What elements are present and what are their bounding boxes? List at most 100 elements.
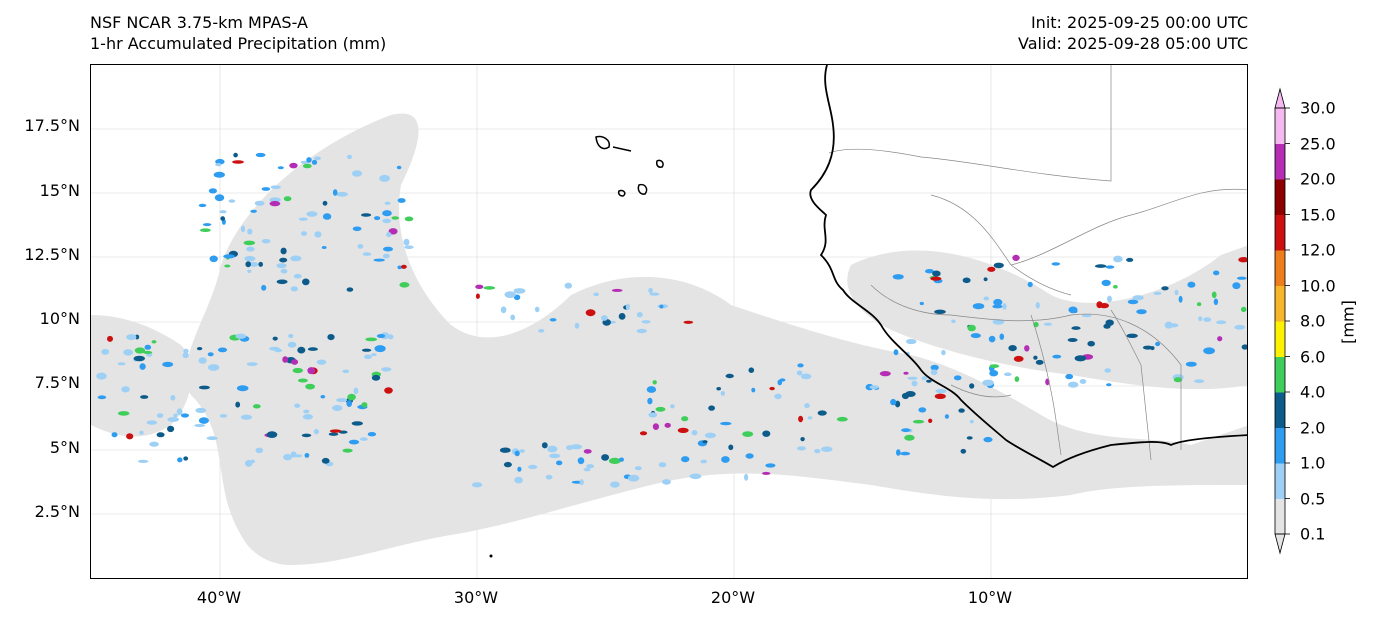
precip-cell	[301, 231, 307, 236]
precip-cell	[893, 349, 899, 356]
precip-cell	[352, 226, 362, 232]
precip-cell	[547, 445, 558, 453]
precip-cell	[814, 449, 821, 454]
precip-cell	[382, 218, 392, 224]
precip-cell	[359, 437, 368, 441]
precip-cell	[796, 446, 806, 451]
precip-cell	[804, 403, 810, 409]
precip-cell	[1074, 355, 1087, 362]
precip-cell	[144, 344, 152, 350]
precip-cell	[625, 303, 631, 310]
precip-cell	[156, 413, 164, 418]
precip-cell	[765, 463, 776, 468]
precip-cell	[162, 361, 174, 368]
precip-cell	[953, 375, 962, 381]
precip-cell	[1087, 340, 1095, 347]
colorbar-swatch	[1275, 214, 1285, 251]
lat-label: 5°N	[49, 438, 80, 457]
precip-cell	[346, 400, 352, 407]
precip-cell	[1155, 341, 1161, 347]
precip-cell	[266, 431, 278, 438]
precip-cell	[353, 387, 359, 395]
precip-cell	[579, 479, 584, 486]
precip-cell	[183, 348, 189, 354]
precip-cell	[292, 454, 303, 458]
precip-cell	[744, 473, 749, 481]
precip-cell	[720, 421, 732, 426]
precip-cell	[233, 152, 238, 158]
precip-cell	[135, 334, 140, 340]
lat-label: 10°N	[39, 309, 80, 328]
precip-cell	[351, 421, 363, 426]
precip-cell	[269, 200, 281, 207]
colorbar-swatch	[1275, 427, 1285, 464]
precip-cell	[921, 376, 928, 381]
precip-cell	[1203, 317, 1212, 322]
precip-cell	[514, 476, 523, 484]
lat-label: 17.5°N	[24, 116, 80, 135]
precip-cell	[194, 423, 206, 428]
precip-cell	[298, 217, 308, 221]
colorbar-swatch	[1275, 285, 1285, 322]
precip-cell	[316, 359, 327, 365]
precip-cell	[217, 347, 228, 353]
precip-cell	[347, 154, 352, 160]
precip-cell	[797, 363, 804, 368]
precip-cell	[1174, 289, 1179, 296]
precip-cell	[404, 216, 414, 222]
precip-cell	[517, 466, 522, 472]
precip-cell	[619, 457, 624, 462]
precip-cell	[1213, 270, 1220, 276]
precip-cell	[1240, 306, 1247, 313]
precip-cell	[313, 428, 319, 435]
precip-cell	[195, 407, 207, 413]
precip-cell	[379, 174, 390, 182]
precip-cell	[287, 341, 297, 348]
precip-cell	[399, 282, 410, 288]
precip-cell	[879, 371, 891, 377]
precip-cell	[397, 265, 403, 270]
precip-cell	[96, 372, 107, 380]
precip-cell	[302, 278, 310, 286]
precip-cell	[519, 449, 525, 453]
colorbar-level-label: 4.0	[1300, 382, 1326, 402]
precip-cell	[691, 430, 698, 436]
precip-cell	[655, 406, 666, 412]
precip-cell	[306, 211, 318, 217]
precip-cell	[966, 436, 973, 440]
precip-cell	[652, 423, 660, 430]
precip-cell	[403, 238, 410, 246]
precip-cell	[574, 322, 580, 329]
precip-cell	[919, 301, 924, 306]
lon-label: 20°W	[710, 588, 756, 607]
precip-cell	[1043, 322, 1052, 326]
precip-cell	[198, 203, 207, 208]
precip-cell	[280, 268, 288, 274]
precip-cell	[895, 400, 901, 408]
precip-cell	[362, 252, 372, 256]
precip-cell	[796, 370, 803, 376]
precip-cell	[658, 462, 667, 468]
precip-cell	[361, 348, 372, 352]
light-precip-areas	[91, 113, 1247, 565]
precip-cell	[993, 298, 1003, 306]
precip-cell	[504, 291, 516, 298]
precip-cell	[1067, 338, 1078, 342]
precip-cell	[371, 374, 381, 381]
precip-cell	[117, 411, 130, 416]
colorbar-swatch	[1275, 143, 1285, 180]
precip-cell	[677, 427, 689, 433]
precip-cell	[904, 434, 915, 441]
precip-cell	[196, 347, 203, 351]
precip-cell	[700, 459, 707, 464]
precip-cell	[374, 345, 386, 353]
precip-cell	[564, 282, 572, 289]
precip-cell	[200, 228, 211, 232]
convective-cells	[96, 152, 1247, 488]
precip-cell	[1008, 345, 1017, 352]
precip-cell	[232, 160, 244, 164]
precip-cell	[134, 347, 146, 354]
colorbar-swatches	[1274, 87, 1290, 555]
precip-cell	[1045, 378, 1050, 386]
precip-cell	[664, 422, 671, 428]
